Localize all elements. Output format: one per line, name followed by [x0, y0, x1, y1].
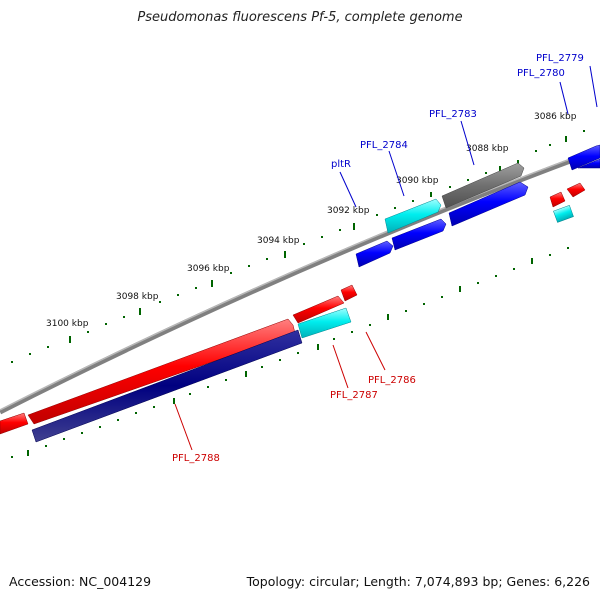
- outer-scale-ticks: [11, 130, 585, 363]
- gene-label-pltr[interactable]: pltR: [331, 159, 351, 170]
- genome-backbone-highlight: [0, 147, 600, 411]
- gene-feature-navy[interactable]: [31, 329, 303, 443]
- gene-label-pfl-2787[interactable]: PFL_2787: [330, 390, 378, 401]
- gene-feature-cyan-small[interactable]: [553, 204, 574, 223]
- gene-feature-pfl-2780[interactable]: [577, 158, 600, 169]
- scale-label-3086: 3086 kbp: [534, 112, 577, 122]
- gene-feature-red-small-2[interactable]: [566, 182, 586, 198]
- scale-label-3100: 3100 kbp: [46, 319, 89, 329]
- gene-feature-red-small-1[interactable]: [549, 191, 566, 208]
- scale-label-3094: 3094 kbp: [257, 236, 300, 246]
- scale-label-3096: 3096 kbp: [187, 264, 230, 274]
- gene-feature-pfl-2779[interactable]: [567, 144, 600, 171]
- gene-feature-pfl-2784[interactable]: [384, 198, 442, 234]
- gene-feature-pltr-small[interactable]: [355, 240, 394, 268]
- gene-feature-pfl-2788[interactable]: [27, 318, 296, 425]
- gene-label-pfl-2788[interactable]: PFL_2788: [172, 453, 220, 464]
- scale-label-3098: 3098 kbp: [116, 292, 159, 302]
- gene-feature-pfl-2783[interactable]: [441, 162, 525, 209]
- gene-label-pfl-2786[interactable]: PFL_2786: [368, 375, 416, 386]
- map-title: Pseudomonas fluorescens Pf-5, complete g…: [137, 10, 463, 25]
- gene-label-pfl-2779[interactable]: PFL_2779: [536, 53, 584, 64]
- gene-feature-red-edge[interactable]: [0, 412, 29, 435]
- gene-label-pfl-2784[interactable]: PFL_2784: [360, 140, 408, 151]
- scale-label-3092: 3092 kbp: [327, 206, 370, 216]
- gene-label-pfl-2780[interactable]: PFL_2780: [517, 68, 565, 79]
- scale-label-3088: 3088 kbp: [466, 144, 509, 154]
- gene-label-pfl-2783[interactable]: PFL_2783: [429, 109, 477, 120]
- gene-feature-pltr[interactable]: [391, 218, 447, 251]
- gene-leader-lines: [174, 65, 598, 451]
- scale-label-3090: 3090 kbp: [396, 176, 439, 186]
- gene-feature-pfl-2784-cds[interactable]: [448, 181, 529, 227]
- inner-scale-ticks: [11, 247, 569, 458]
- genome-backbone: [0, 147, 600, 415]
- gene-feature-pfl-2787[interactable]: [297, 307, 352, 339]
- gene-feature-pfl-2786-b[interactable]: [292, 295, 345, 324]
- accession-text: Accession: NC_004129: [9, 574, 152, 589]
- genome-summary-text: Topology: circular; Length: 7,074,893 bp…: [246, 574, 590, 589]
- gene-feature-pfl-2786[interactable]: [340, 284, 358, 302]
